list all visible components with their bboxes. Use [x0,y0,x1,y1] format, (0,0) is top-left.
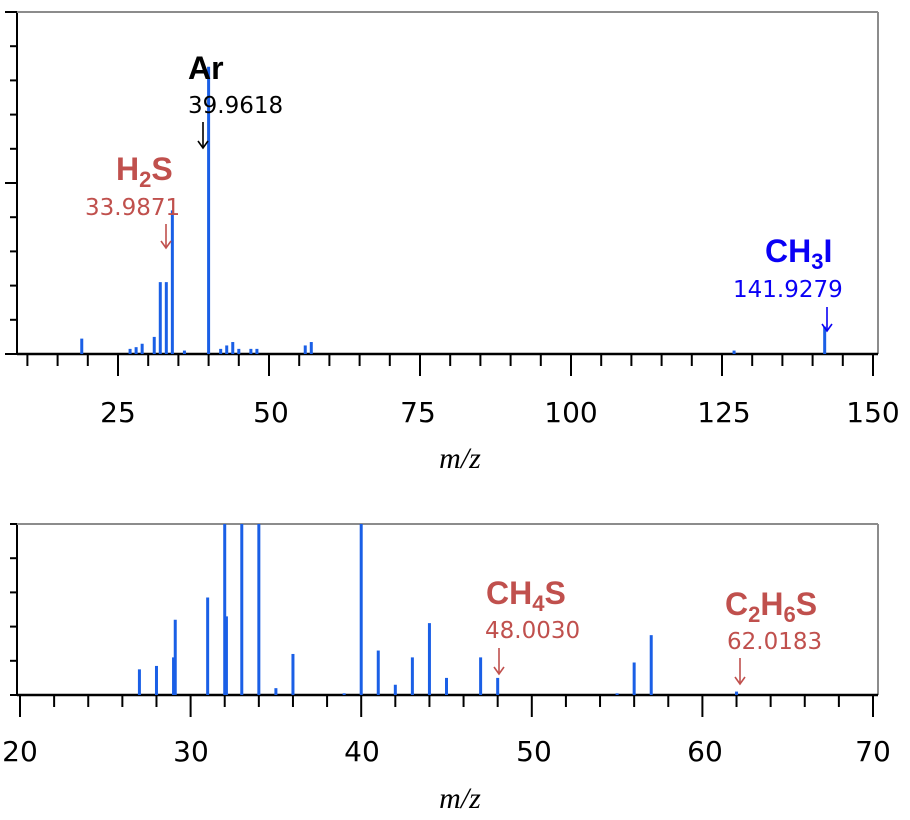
annotation-h2s: H2S 33.9871 [85,151,180,250]
annotation-ar-arrow [197,122,209,150]
bottom-x-tick-label: 60 [687,735,723,768]
top-x-axis-title: m/z [439,442,481,475]
annotation-h2s-formula: H2S [116,151,173,192]
annotation-ch3i-arrow [821,307,833,333]
bottom-x-tick-label: 30 [173,735,209,768]
bottom-panel-y-ticks [10,523,17,696]
bottom-panel: 20 30 40 50 60 70 m/z CH4S 48.0030 C2H6S… [2,523,891,815]
top-x-tick-label: 75 [400,396,436,429]
annotation-ar: Ar 39.9618 [188,50,283,150]
annotation-h2s-arrow [160,224,172,250]
annotation-c2h6s-arrow [734,658,746,686]
bottom-panel-bars [137,524,739,695]
annotation-c2h6s-mass: 62.0183 [727,629,822,655]
bottom-x-axis-title: m/z [439,782,481,815]
annotation-ch3i-mass: 141.9279 [733,277,843,303]
top-x-tick-label: 100 [544,396,597,429]
top-panel-y-ticks [5,11,17,355]
annotation-ch4s: CH4S 48.0030 [485,575,580,676]
bottom-x-tick-label: 20 [2,735,38,768]
annotation-ch4s-mass: 48.0030 [485,618,580,644]
top-x-tick-label: 125 [697,396,750,429]
top-panel-bars [80,66,827,354]
top-x-tick-label: 150 [846,396,899,429]
annotation-c2h6s: C2H6S 62.0183 [725,586,822,686]
annotation-ch4s-formula: CH4S [486,575,566,616]
annotation-ch4s-arrow [493,648,505,676]
bottom-x-tick-label: 40 [344,735,380,768]
bottom-x-tick-label: 50 [516,735,552,768]
top-panel-x-ticks [26,354,874,376]
annotation-ch3i: CH3I 141.9279 [733,233,843,333]
top-x-tick-label: 25 [100,396,136,429]
bottom-x-tick-label: 70 [855,735,891,768]
annotation-c2h6s-formula: C2H6S [725,586,817,627]
top-panel: 25 50 75 100 125 150 m/z Ar 39.9618 H2S … [5,11,900,475]
annotation-h2s-mass: 33.9871 [85,195,180,221]
top-x-tick-label: 50 [253,396,289,429]
annotation-ch3i-formula: CH3I [765,233,832,274]
annotation-ar-formula: Ar [188,50,224,86]
bottom-panel-x-ticks [19,695,874,717]
annotation-ar-mass: 39.9618 [188,93,283,119]
